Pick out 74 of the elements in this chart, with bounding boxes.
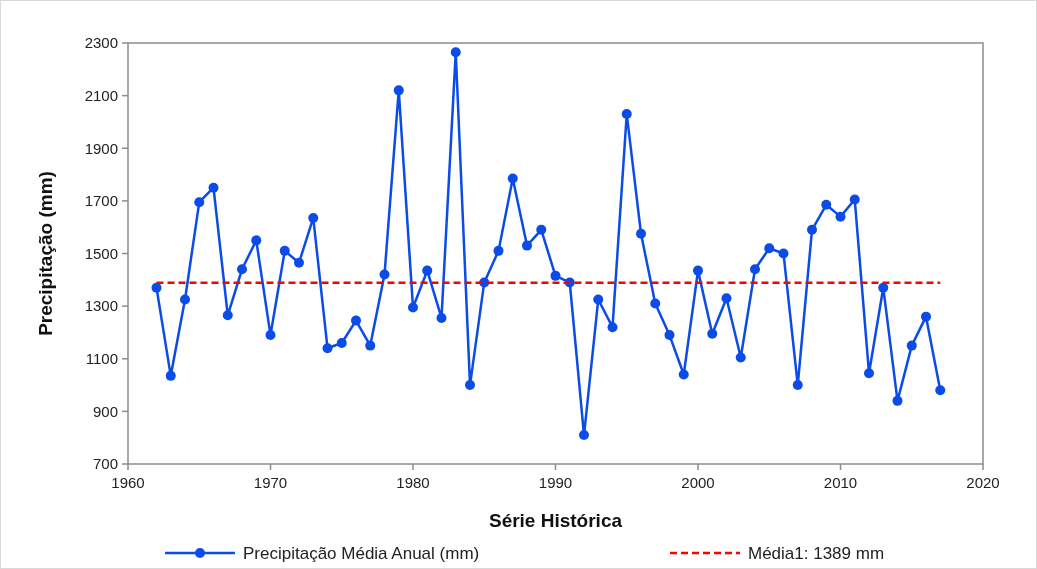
point xyxy=(294,257,304,268)
point xyxy=(408,302,418,313)
point xyxy=(436,312,447,323)
point xyxy=(265,330,276,341)
point xyxy=(764,243,775,254)
x-tick-label: 2020 xyxy=(966,474,1000,491)
point xyxy=(864,368,874,379)
y-axis-title: Precipitação (mm) xyxy=(35,171,56,336)
point xyxy=(222,310,233,321)
point xyxy=(251,235,262,246)
point xyxy=(365,340,376,351)
point xyxy=(750,264,760,275)
point xyxy=(721,293,732,304)
point xyxy=(621,109,632,120)
point xyxy=(379,269,390,280)
point xyxy=(507,173,518,184)
point xyxy=(536,224,547,235)
point xyxy=(906,340,917,351)
point xyxy=(336,337,347,348)
point xyxy=(835,211,846,222)
point xyxy=(194,197,205,208)
point xyxy=(165,370,176,381)
point xyxy=(422,265,433,276)
point xyxy=(636,228,646,239)
point xyxy=(921,311,931,322)
point xyxy=(465,380,475,391)
y-tick-label: 700 xyxy=(92,455,118,473)
x-tick-label: 2010 xyxy=(823,474,858,491)
point xyxy=(778,248,789,259)
point xyxy=(151,282,162,293)
y-tick-label: 2100 xyxy=(84,86,118,104)
point xyxy=(322,343,333,354)
point xyxy=(522,240,532,251)
point xyxy=(308,212,319,223)
point xyxy=(735,352,746,363)
point xyxy=(351,315,361,326)
point xyxy=(607,322,618,333)
point xyxy=(807,224,817,235)
point xyxy=(279,245,290,256)
x-tick-label: 1960 xyxy=(111,474,145,491)
y-tick-label: 1700 xyxy=(84,192,118,210)
point xyxy=(650,298,661,309)
point xyxy=(550,270,561,281)
y-tick-label: 2300 xyxy=(84,34,118,52)
point xyxy=(707,328,718,339)
y-tick-label: 1300 xyxy=(84,297,118,315)
point xyxy=(593,294,604,305)
point xyxy=(678,369,689,380)
x-tick-label: 1990 xyxy=(538,474,573,491)
y-tick-label: 1900 xyxy=(84,139,118,157)
point xyxy=(821,199,832,210)
point xyxy=(935,385,946,396)
point xyxy=(849,194,860,205)
x-tick-label: 1970 xyxy=(253,474,288,491)
y-tick-label: 1500 xyxy=(84,244,118,262)
y-tick-label: 900 xyxy=(92,402,118,420)
point xyxy=(493,245,504,256)
point xyxy=(450,47,461,58)
point xyxy=(393,85,404,96)
point xyxy=(237,264,247,275)
legend-label: Média1: 1389 mm xyxy=(748,543,885,563)
point xyxy=(664,330,675,341)
point xyxy=(180,294,190,305)
point xyxy=(878,282,889,293)
point xyxy=(892,395,903,406)
point xyxy=(792,380,803,391)
x-axis-title: Série Histórica xyxy=(488,510,623,531)
point xyxy=(693,265,703,276)
y-tick-label: 1100 xyxy=(85,350,118,367)
x-tick-label: 1980 xyxy=(396,474,430,491)
point xyxy=(208,182,219,193)
legend-label: Precipitação Média Anual (mm) xyxy=(243,543,480,563)
x-tick-label: 2000 xyxy=(681,474,715,491)
point xyxy=(579,430,589,441)
